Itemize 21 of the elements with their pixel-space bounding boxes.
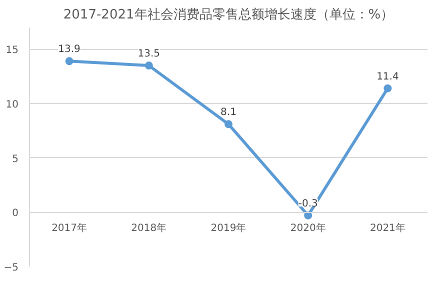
data-label: 13.5	[138, 48, 160, 60]
y-tick-label: 0	[12, 208, 19, 220]
x-tick-label: 2021年	[370, 222, 406, 234]
point	[144, 62, 153, 70]
point	[65, 57, 74, 66]
x-tick-label: 2018年	[131, 222, 167, 234]
data-label: 13.9	[58, 44, 80, 56]
point	[304, 211, 312, 220]
y-tick-label: 15	[6, 45, 19, 56]
data-label: 11.4	[376, 71, 399, 82]
data-label: 8.1	[220, 107, 236, 118]
y-tick-label: −5	[4, 262, 19, 274]
x-tick-label: 2020年	[290, 222, 326, 234]
point	[384, 84, 392, 92]
y-tick-label: 5	[12, 154, 19, 165]
y-tick-label: 10	[6, 100, 19, 111]
chart-title: 2017-2021年社会消费品零售总额增长速度（单位：%）	[63, 6, 394, 22]
x-tick-label: 2017年	[52, 222, 88, 234]
data-label: -0.3	[298, 198, 318, 210]
x-tick-label: 2019年	[210, 222, 246, 234]
point	[224, 120, 232, 128]
